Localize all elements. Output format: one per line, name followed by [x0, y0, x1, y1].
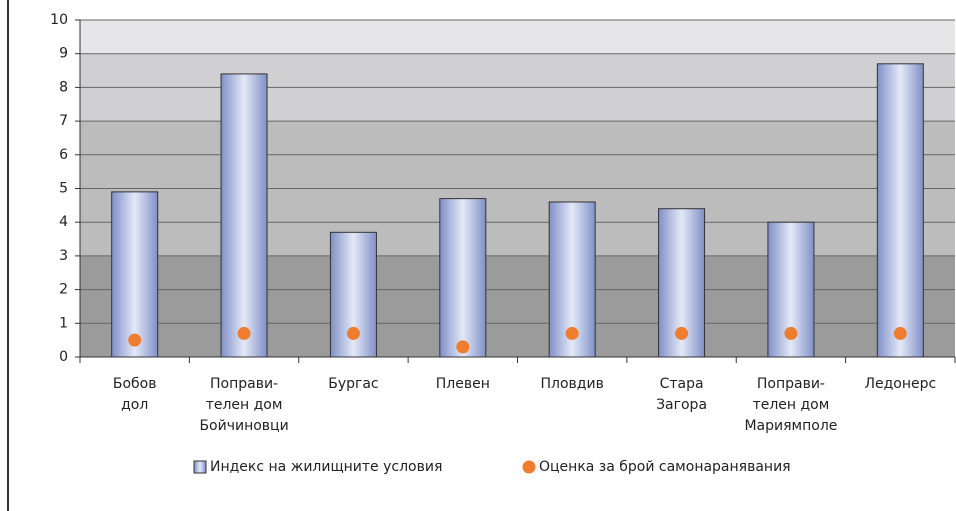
- x-tick-label: Плевен: [436, 376, 490, 392]
- y-tick-label: 1: [59, 315, 68, 331]
- dot: [893, 326, 907, 340]
- x-tick-label: Пловдив: [541, 376, 604, 392]
- y-tick-label: 5: [59, 181, 68, 197]
- y-tick-label: 8: [59, 79, 68, 95]
- x-tick-label: телен дом: [753, 397, 830, 413]
- background-band: [80, 20, 955, 54]
- x-tick-label: Ледонерс: [864, 376, 936, 392]
- y-tick-label: 0: [59, 349, 68, 365]
- dot: [128, 333, 142, 347]
- bar: [111, 191, 159, 358]
- y-tick-label: 2: [59, 282, 68, 298]
- x-tick-label: дол: [121, 397, 148, 413]
- x-tick-label: Поправи-: [210, 376, 278, 392]
- background-band: [80, 255, 955, 357]
- x-tick-label: Бобов: [113, 376, 157, 392]
- dot: [565, 326, 579, 340]
- x-tick-label: телен дом: [206, 397, 283, 413]
- bar: [876, 63, 924, 358]
- legend-label: Оценка за брой самонаранявания: [539, 459, 791, 475]
- y-tick-label: 10: [50, 12, 68, 28]
- x-tick-label: Мариямполе: [744, 418, 837, 434]
- y-tick-label: 7: [59, 113, 68, 129]
- dot: [675, 326, 689, 340]
- x-tick-label: Поправи-: [757, 376, 825, 392]
- x-tick-label: Загора: [656, 397, 707, 413]
- y-tick-label: 6: [59, 147, 68, 163]
- x-tick-label: Бургас: [328, 376, 378, 392]
- bar: [439, 198, 487, 358]
- x-tick-label: Стара: [660, 376, 704, 392]
- bar: [220, 73, 268, 358]
- dot: [346, 326, 360, 340]
- dot: [237, 326, 251, 340]
- legend-swatch: [193, 460, 207, 474]
- x-tick-label: Бойчиновци: [199, 418, 288, 434]
- y-tick-label: 9: [59, 46, 68, 62]
- dot: [456, 340, 470, 354]
- y-tick-label: 4: [59, 214, 68, 230]
- dot: [784, 326, 798, 340]
- legend-swatch: [522, 460, 536, 474]
- y-tick-label: 3: [59, 248, 68, 264]
- legend-label: Индекс на жилищните условия: [210, 459, 442, 475]
